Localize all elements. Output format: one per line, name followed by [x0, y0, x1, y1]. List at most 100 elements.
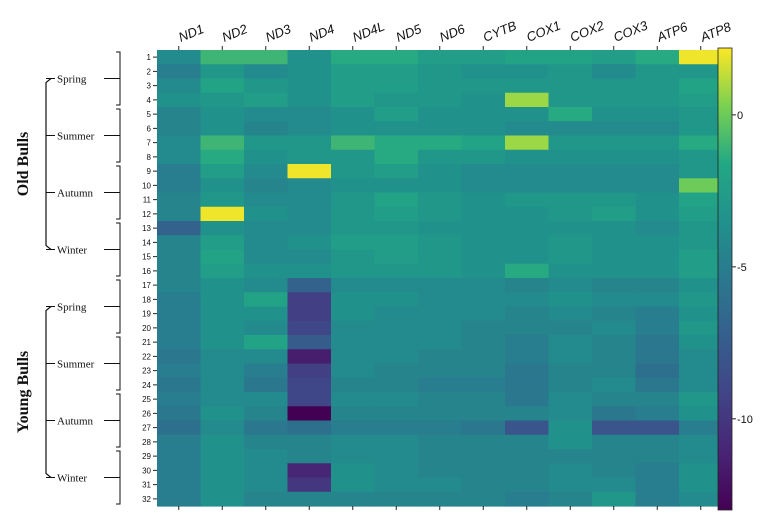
heatmap-cell [461, 406, 506, 422]
heatmap-cell [679, 406, 724, 422]
heatmap-cell [679, 178, 724, 194]
heatmap-cell [548, 278, 593, 293]
heatmap-cell [287, 406, 332, 422]
heatmap-cell [635, 491, 680, 507]
heatmap-cell [679, 377, 724, 393]
heatmap-cell [592, 249, 637, 265]
heatmap-cell [157, 206, 202, 222]
row-label: 31 [142, 481, 151, 490]
row-label: 24 [142, 381, 151, 390]
heatmap-cell [592, 434, 637, 450]
heatmap-cell [592, 420, 637, 436]
heatmap-cell [157, 377, 202, 393]
heatmap-cell [200, 477, 245, 493]
heatmap-cell [331, 320, 376, 336]
heatmap-cell [287, 92, 332, 108]
heatmap-cell [592, 477, 637, 493]
heatmap-cell [548, 406, 593, 422]
heatmap-cell [287, 463, 332, 479]
heatmap-cell [157, 349, 202, 365]
heatmap-cell [374, 477, 419, 493]
heatmap-cell [592, 463, 637, 479]
heatmap-cell [374, 363, 419, 379]
heatmap-cell [418, 292, 463, 308]
heatmap-cell [548, 192, 593, 208]
heatmap-cell [461, 335, 506, 350]
heatmap-cell [200, 249, 245, 265]
heatmap-cell [157, 221, 202, 236]
heatmap-cell [418, 64, 463, 80]
heatmap-cell [505, 449, 550, 464]
heatmap-cell [374, 335, 419, 350]
heatmap-cell [287, 78, 332, 94]
heatmap-cell [461, 178, 506, 194]
heatmap-cell [374, 377, 419, 393]
heatmap-cell [635, 434, 680, 450]
heatmap-cell [374, 463, 419, 479]
heatmap-cell [505, 477, 550, 493]
heatmap-cell [548, 135, 593, 151]
row-label: 6 [147, 124, 152, 133]
heatmap-cell [592, 121, 637, 137]
heatmap-cell [418, 192, 463, 208]
column-label: ND1 [176, 21, 206, 45]
column-label: ND4L [350, 18, 386, 44]
heatmap-cell [244, 192, 289, 208]
heatmap-cell [157, 406, 202, 422]
heatmap-cell [679, 221, 724, 236]
heatmap-cell [679, 121, 724, 137]
heatmap-cell [244, 463, 289, 479]
heatmap-cell [287, 135, 332, 151]
heatmap-cell [157, 463, 202, 479]
heatmap-cell [461, 149, 506, 165]
heatmap-cell [157, 235, 202, 251]
heatmap-cell [635, 406, 680, 422]
heatmap-cell [287, 349, 332, 365]
heatmap-cell [592, 64, 637, 80]
heatmap-cells [157, 50, 724, 507]
heatmap-cell [505, 92, 550, 108]
colorbar-gradient [717, 47, 733, 511]
heatmap-cell [287, 363, 332, 379]
heatmap-cell [244, 235, 289, 251]
heatmap-cell [374, 406, 419, 422]
season-label: Spring [57, 74, 87, 86]
heatmap-cell [287, 377, 332, 393]
heatmap-cell [635, 64, 680, 80]
heatmap-cell [244, 121, 289, 137]
heatmap-cell [200, 349, 245, 365]
heatmap-cell [331, 164, 376, 179]
heatmap-cell [374, 434, 419, 450]
heatmap-cell [200, 135, 245, 151]
heatmap-cell [244, 64, 289, 80]
heatmap-cell [635, 449, 680, 464]
heatmap-cell [592, 78, 637, 94]
heatmap-cell [374, 292, 419, 308]
row-label: 7 [147, 139, 152, 148]
heatmap-cell [418, 434, 463, 450]
heatmap-cell [244, 420, 289, 436]
row-label: 20 [142, 324, 151, 333]
heatmap-cell [418, 135, 463, 151]
heatmap-cell [244, 221, 289, 236]
heatmap-cell [287, 50, 332, 65]
heatmap-cell [374, 235, 419, 251]
row-label: 26 [142, 409, 151, 418]
group-bracket [45, 78, 52, 250]
heatmap-cell [635, 477, 680, 493]
heatmap-cell [244, 92, 289, 108]
heatmap-cell [200, 463, 245, 479]
heatmap-cell [331, 420, 376, 436]
heatmap-cell [679, 263, 724, 279]
heatmap-cell [592, 449, 637, 464]
heatmap-cell [592, 377, 637, 393]
heatmap-cell [679, 92, 724, 108]
heatmap-cell [157, 92, 202, 108]
heatmap-cell [374, 320, 419, 336]
group-label: Old Bulls [15, 132, 32, 196]
row-label: 17 [142, 281, 151, 290]
heatmap-cell [461, 50, 506, 65]
heatmap-cell [548, 392, 593, 407]
heatmap-cell [418, 463, 463, 479]
heatmap-cell [505, 206, 550, 222]
